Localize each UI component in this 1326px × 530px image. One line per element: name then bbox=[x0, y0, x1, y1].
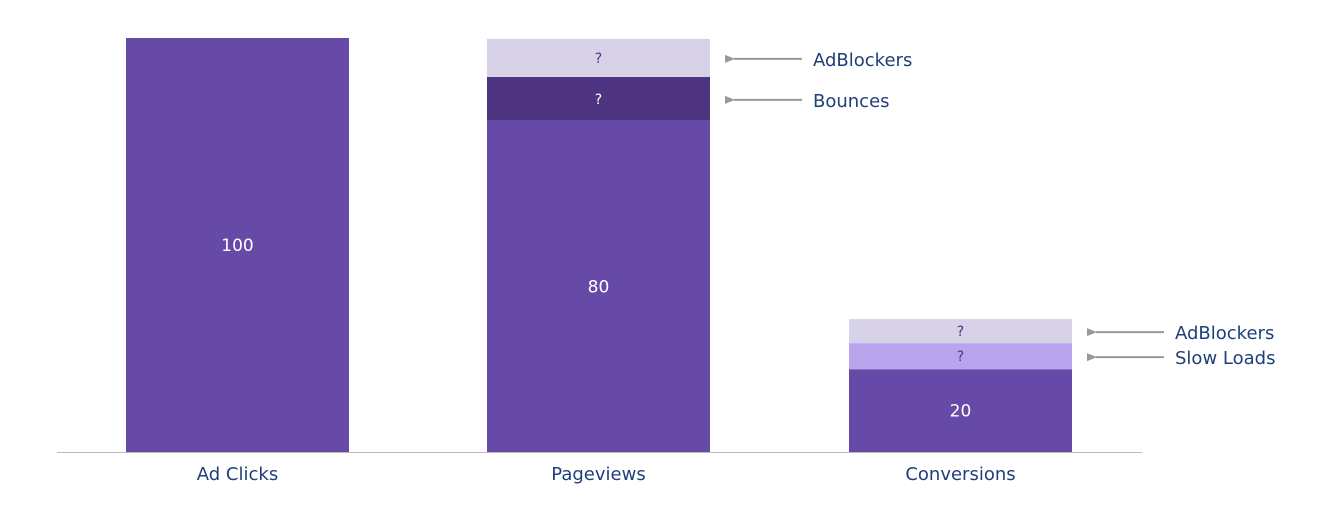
bar-segment bbox=[126, 38, 349, 452]
data-label: ? bbox=[595, 51, 602, 67]
annotation-label: Slow Loads bbox=[1175, 348, 1275, 369]
x-tick-label: Conversions bbox=[905, 464, 1015, 485]
data-label: ? bbox=[595, 92, 602, 108]
bar-segment bbox=[487, 76, 710, 121]
annotation-label: Bounces bbox=[813, 91, 890, 112]
x-tick-label: Ad Clicks bbox=[197, 464, 278, 485]
annotation-label: AdBlockers bbox=[1175, 323, 1274, 344]
bar-segment bbox=[487, 38, 710, 77]
bar-segment bbox=[849, 319, 1072, 344]
bar-segment bbox=[487, 120, 710, 453]
data-label: ? bbox=[957, 324, 964, 340]
x-tick-label: Pageviews bbox=[551, 464, 645, 485]
bar-segment bbox=[849, 343, 1072, 370]
annotation-label: AdBlockers bbox=[813, 50, 912, 71]
data-label: 100 bbox=[221, 236, 253, 256]
data-label: 80 bbox=[588, 277, 610, 297]
data-label: 20 bbox=[950, 402, 972, 422]
bar-segment bbox=[849, 369, 1072, 452]
data-label: ? bbox=[957, 349, 964, 365]
